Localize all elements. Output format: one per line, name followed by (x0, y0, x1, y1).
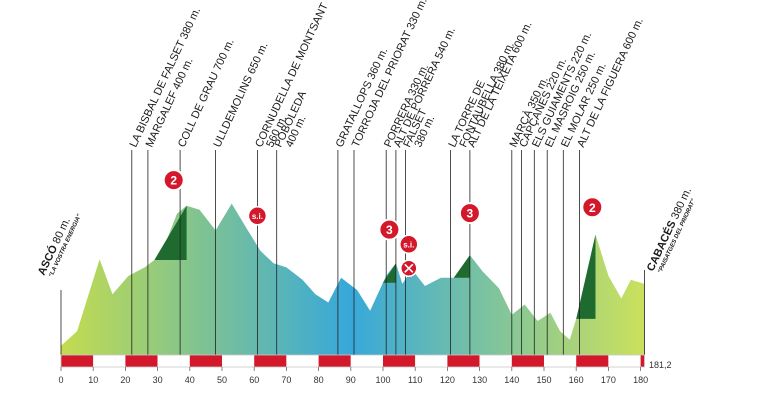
axis-tick-label: 110 (408, 375, 422, 385)
axis-tick-label: 140 (504, 375, 519, 385)
axis-tick-label: 40 (185, 375, 195, 385)
knife-icon (404, 263, 414, 273)
axis-tick-label: 80 (314, 375, 324, 385)
climb-badge-circle (378, 218, 401, 241)
total-distance: 181,2 (649, 360, 672, 370)
climb-category-badge: 2 (162, 169, 185, 192)
band-segment (157, 355, 190, 367)
axis-tick-label: 0 (58, 375, 63, 385)
sprint-badge-circle (247, 206, 268, 226)
band-segment (222, 355, 255, 367)
climb-badge-circle (581, 196, 604, 219)
intermediate-sprint-badge: s.i. (399, 234, 419, 255)
climb-badge-circle (162, 169, 185, 192)
intermediate-sprint-badge: s.i. (247, 206, 268, 226)
axis-tick-label: 120 (440, 375, 455, 385)
band-segment (61, 355, 94, 367)
band-segment (640, 355, 645, 367)
location-labels-layer: LA BISBAL DE FALSET 380 m.MARGALEF 400 m… (128, 0, 646, 149)
axis-tick-label: 30 (153, 375, 163, 385)
climb-shading (453, 255, 470, 278)
sprint-label: s.i. (252, 212, 263, 221)
climb-badge-circle (458, 202, 481, 225)
axis-tick-label: 170 (601, 375, 616, 385)
climb-category: 2 (170, 174, 177, 188)
sprint-badge-circle (399, 234, 419, 255)
axis-tick-label: 10 (88, 375, 98, 385)
axis-tick-label: 60 (249, 375, 259, 385)
band-segment (350, 355, 383, 367)
band-segment (544, 355, 577, 367)
feed-zone-icon (400, 259, 418, 278)
band-segment (189, 355, 222, 367)
axis-tick-label: 70 (281, 375, 291, 385)
climb-shading (576, 234, 596, 319)
kilometre-band (60, 354, 645, 368)
band-segment (511, 355, 544, 367)
band-segment (93, 355, 126, 367)
band-outline (60, 354, 645, 368)
climb-category: 3 (467, 207, 474, 221)
climb-shading-layer (154, 205, 596, 319)
climb-category-badge: 3 (378, 218, 401, 241)
sprint-label: s.i. (403, 240, 414, 249)
axis-tick-label: 20 (120, 375, 130, 385)
band-segment (608, 355, 641, 367)
climb-category-badge: 2 (581, 196, 604, 219)
finish-label: CABACÉS380 m. "PAISATGES DEL PRIORAT" (644, 186, 697, 275)
climb-category: 2 (589, 201, 596, 215)
axis-tick-label: 160 (569, 375, 584, 385)
axis-tick-label: 180 (633, 375, 648, 385)
band-segment (576, 355, 609, 367)
axis-tick-label: 50 (217, 375, 227, 385)
band-segment (479, 355, 512, 367)
band-segment (318, 355, 351, 367)
axis-tick-label: 100 (375, 375, 390, 385)
band-segment (383, 355, 416, 367)
climb-shading (154, 205, 187, 260)
badges-layer: 2 3 3 2 s.i. s.i. (162, 169, 604, 278)
band-segment (447, 355, 480, 367)
band-segment (415, 355, 448, 367)
axis-tick-label: 130 (472, 375, 487, 385)
climb-category-badge: 3 (458, 202, 481, 225)
climb-category: 3 (386, 223, 393, 237)
band-segment (286, 355, 319, 367)
start-label: ASCÓ80 m. "LA VOSTRA ENERGIA" (35, 213, 83, 278)
elevation-profile-area (61, 203, 645, 355)
band-segment (254, 355, 287, 367)
axis-tick-label: 90 (346, 375, 356, 385)
band-segment (125, 355, 158, 367)
kilometre-axis: 0 10 20 30 40 50 60 70 80 90 100 110 120 130 140 150 160… (58, 367, 648, 385)
axis-tick-label: 150 (536, 375, 551, 385)
